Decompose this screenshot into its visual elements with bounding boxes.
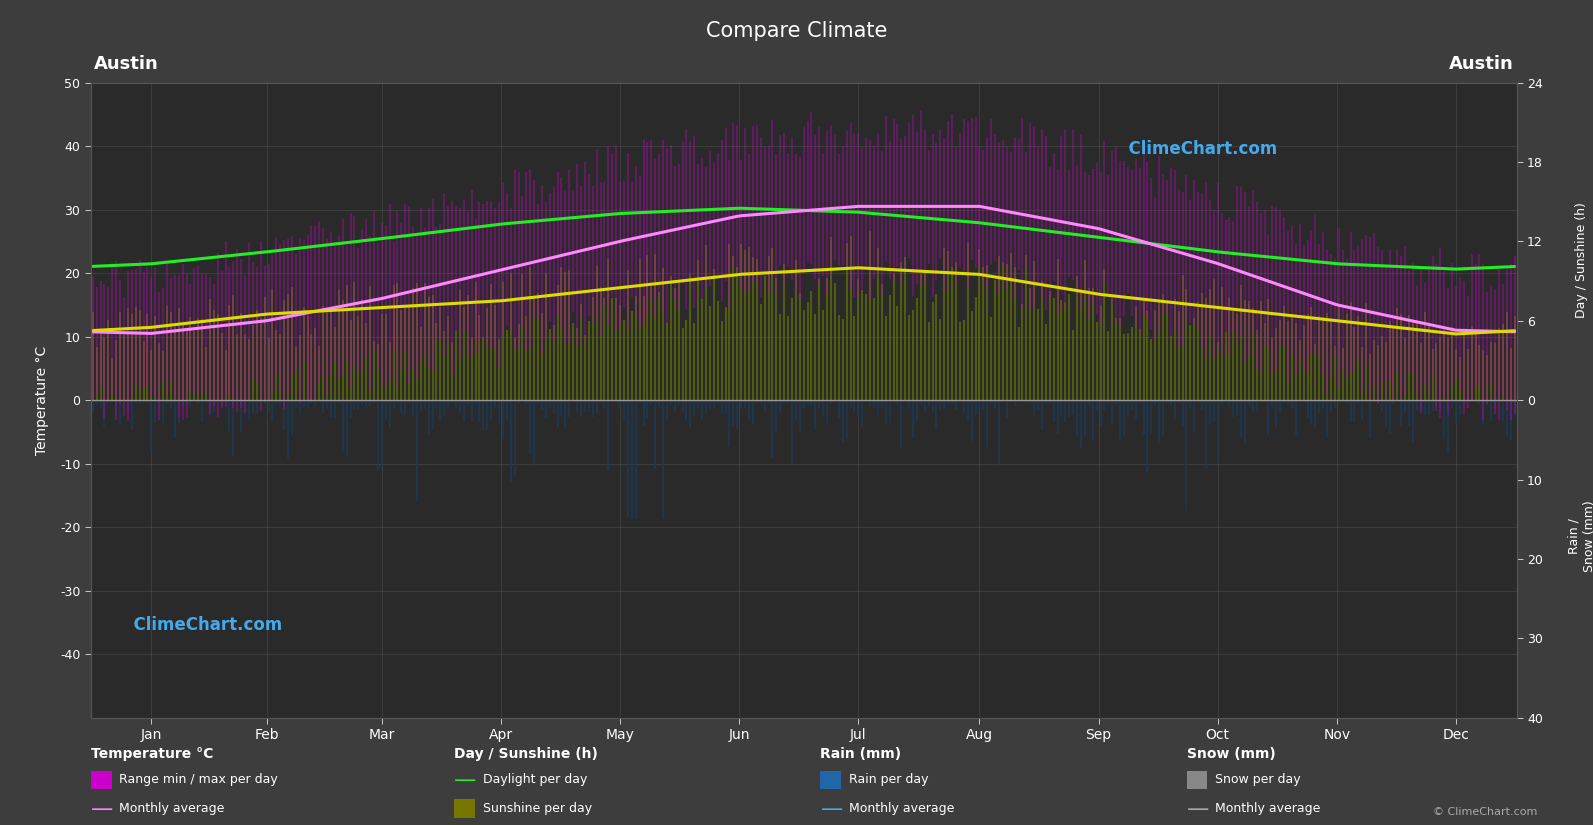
Text: —: — (454, 770, 476, 790)
Text: ClimeChart.com: ClimeChart.com (123, 616, 282, 634)
Text: —: — (91, 799, 113, 818)
Text: Day / Sunshine (h): Day / Sunshine (h) (1575, 202, 1588, 318)
Text: Temperature °C: Temperature °C (91, 747, 213, 761)
Text: Austin: Austin (1450, 55, 1513, 73)
Text: ClimeChart.com: ClimeChart.com (1117, 139, 1278, 158)
Text: Range min / max per day: Range min / max per day (119, 773, 279, 786)
Text: Rain per day: Rain per day (849, 773, 929, 786)
Text: Daylight per day: Daylight per day (483, 773, 588, 786)
Text: © ClimeChart.com: © ClimeChart.com (1432, 807, 1537, 817)
Text: Compare Climate: Compare Climate (706, 21, 887, 40)
Text: Rain (mm): Rain (mm) (820, 747, 902, 761)
Text: Snow per day: Snow per day (1215, 773, 1301, 786)
Y-axis label: Temperature °C: Temperature °C (35, 346, 49, 455)
Text: Snow (mm): Snow (mm) (1187, 747, 1276, 761)
Text: Sunshine per day: Sunshine per day (483, 802, 593, 815)
Text: —: — (820, 799, 843, 818)
Text: Austin: Austin (94, 55, 158, 73)
Text: Monthly average: Monthly average (119, 802, 225, 815)
Text: —: — (1187, 799, 1209, 818)
Text: Day / Sunshine (h): Day / Sunshine (h) (454, 747, 597, 761)
Text: Monthly average: Monthly average (1215, 802, 1321, 815)
Text: Rain /
Snow (mm): Rain / Snow (mm) (1568, 501, 1593, 572)
Text: Monthly average: Monthly average (849, 802, 954, 815)
